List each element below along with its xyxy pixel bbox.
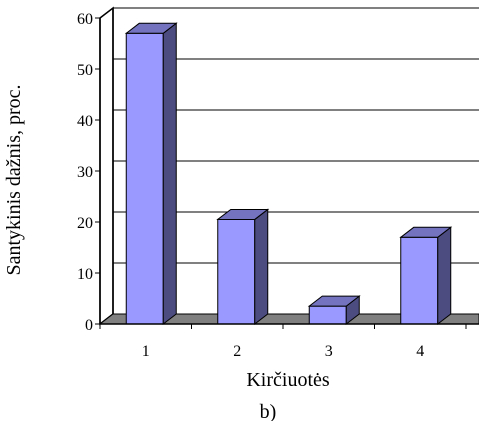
bar-front (400, 236, 439, 325)
bar-top (399, 226, 453, 238)
y-tick-label: 10 (77, 266, 93, 283)
bar-front (125, 32, 164, 325)
x-tick-label: 4 (416, 343, 424, 360)
x-tick-label: 1 (142, 343, 150, 360)
bar-top (124, 22, 178, 34)
y-axis-title: Santykinis dažnis, proc. (3, 84, 25, 275)
y-tick-label: 0 (85, 317, 93, 334)
bar-side (254, 208, 269, 326)
y-tick-label: 30 (77, 164, 93, 181)
bar-side (162, 22, 177, 326)
bar-front (217, 218, 256, 325)
x-axis-title: Kirčiuotės (246, 369, 330, 391)
plot-area: 0 10 20 30 40 50 60 1 2 3 4 (77, 6, 479, 360)
y-tick-label: 40 (77, 113, 93, 130)
side-wall (99, 6, 114, 326)
chart-caption: b) (260, 401, 277, 421)
bar-front (308, 305, 347, 325)
bar-top (216, 208, 270, 220)
bar-side (437, 226, 452, 326)
y-tick-label: 60 (77, 11, 93, 28)
x-tick-label: 3 (325, 343, 333, 360)
x-tick-label: 2 (233, 343, 241, 360)
bar-top (307, 295, 361, 307)
y-tick-label: 50 (77, 62, 93, 79)
y-tick-label: 20 (77, 215, 93, 232)
